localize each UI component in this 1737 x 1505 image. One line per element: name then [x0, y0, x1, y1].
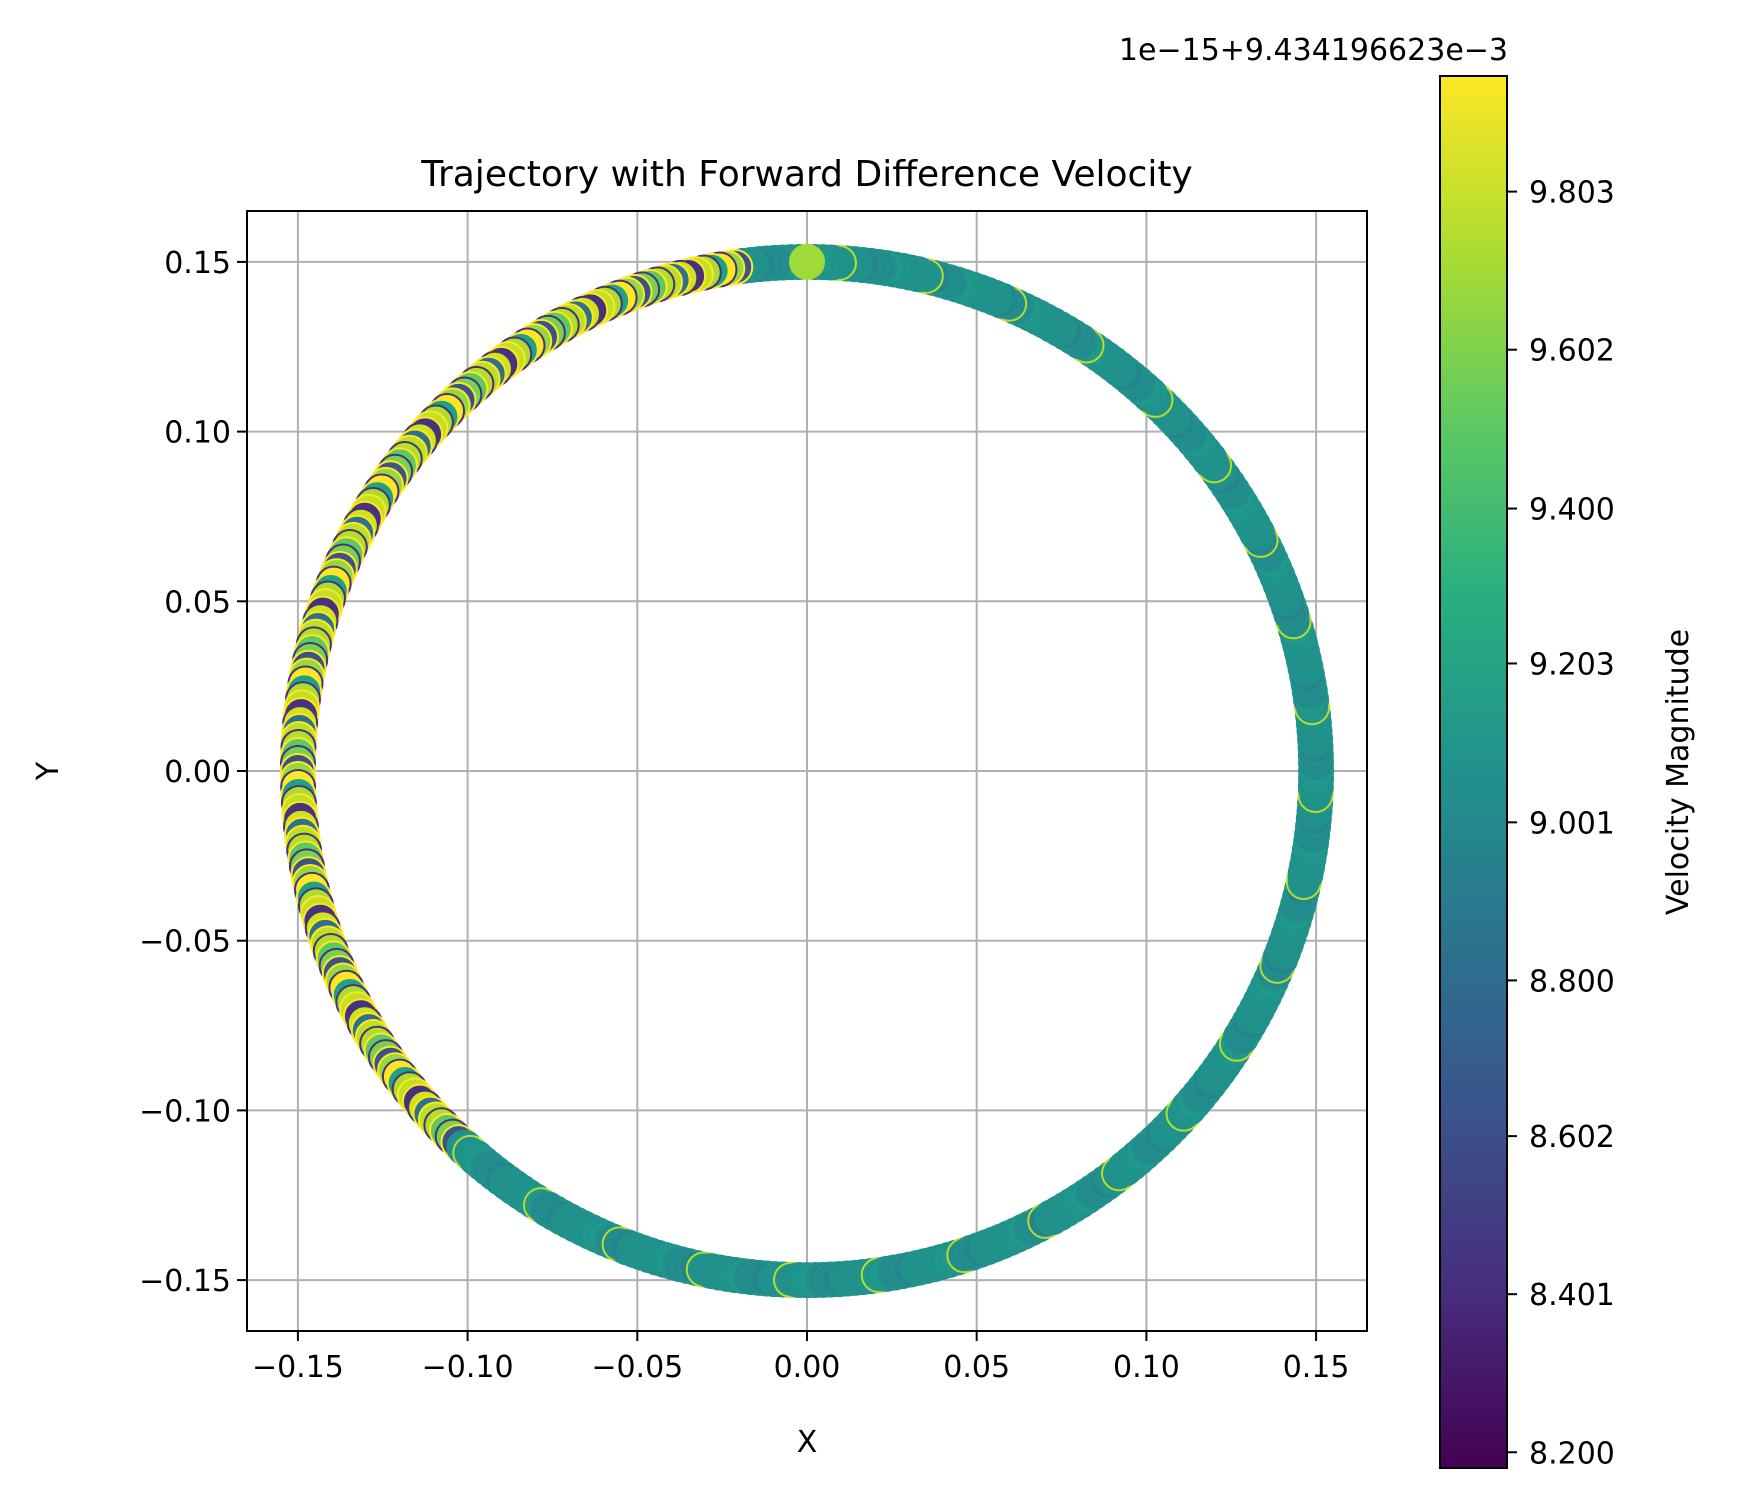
x-tick-label: −0.10 [422, 1350, 514, 1385]
colorbar-tick-label: 9.001 [1529, 806, 1615, 841]
y-tick-label: −0.10 [139, 1094, 231, 1129]
colorbar-offset-text: 1e−15+9.434196623e−3 [1119, 33, 1508, 68]
colorbar-tick-label: 9.602 [1529, 334, 1615, 369]
y-tick-label: −0.15 [139, 1264, 231, 1299]
colorbar-label: Velocity Magnitude [1661, 629, 1696, 915]
x-tick-label: −0.05 [591, 1350, 683, 1385]
y-tick-label: 0.05 [164, 585, 231, 620]
x-tick-label: 0.00 [774, 1350, 841, 1385]
colorbar-tick-label: 8.200 [1529, 1436, 1615, 1471]
colorbar-tick-label: 8.800 [1529, 964, 1615, 999]
colorbar: 8.200 8.401 8.602 8.800 9.001 9.203 9.400 9.602… [1119, 33, 1696, 1471]
y-axis: 0.15 0.10 0.05 0.00 −0.05 −0.10 −0.15 [139, 246, 247, 1299]
y-tick-label: 0.10 [164, 416, 231, 451]
colorbar-tick-label: 9.400 [1529, 493, 1615, 528]
y-axis-label: Y [31, 761, 66, 781]
chart-title: Trajectory with Forward Difference Veloc… [420, 154, 1193, 195]
y-tick-label: −0.05 [139, 925, 231, 960]
scatter-points [279, 243, 1335, 1299]
colorbar-tick-label: 8.401 [1529, 1278, 1615, 1313]
colorbar-tick-label: 9.203 [1529, 647, 1615, 682]
y-tick-label: 0.00 [164, 755, 231, 790]
x-axis-label: X [797, 1425, 818, 1460]
x-axis: −0.15 −0.10 −0.05 0.00 0.05 0.10 0.15 [252, 1331, 1350, 1385]
x-tick-label: 0.10 [1113, 1350, 1180, 1385]
grid-lines [247, 211, 1367, 1331]
colorbar-tick-label: 9.803 [1529, 176, 1615, 211]
y-tick-label: 0.15 [164, 246, 231, 281]
x-tick-label: 0.15 [1283, 1350, 1350, 1385]
colorbar-gradient [1439, 75, 1508, 1469]
start-point [789, 243, 825, 280]
x-tick-label: 0.05 [943, 1350, 1010, 1385]
x-tick-label: −0.15 [252, 1350, 344, 1385]
colorbar-ticks: 8.200 8.401 8.602 8.800 9.001 9.203 9.400 9.602… [1507, 176, 1615, 1471]
colorbar-tick-label: 8.602 [1529, 1120, 1615, 1155]
